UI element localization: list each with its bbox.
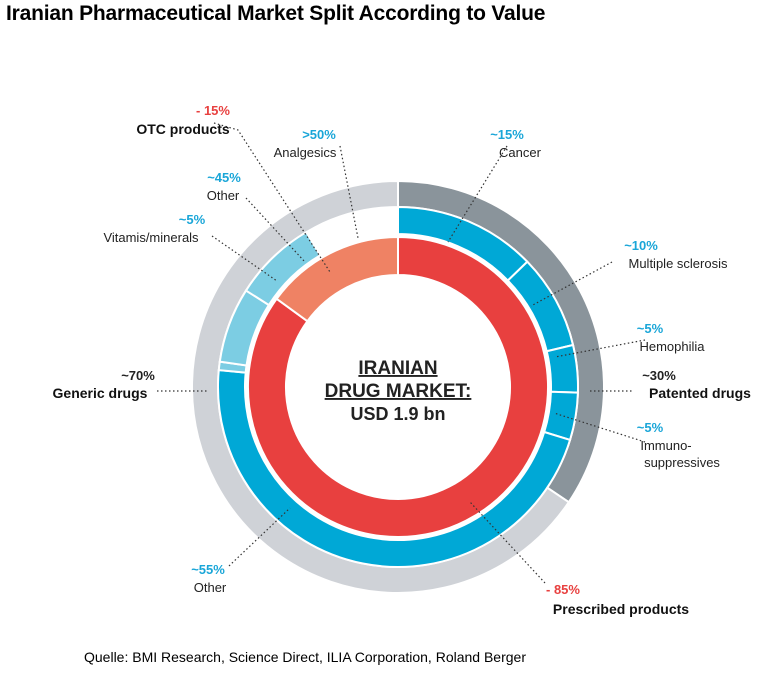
otc-pct-label: - 15% xyxy=(196,103,230,118)
immuno-name-label: Immuno- xyxy=(640,438,691,453)
leader-line-0 xyxy=(213,122,331,273)
ms-pct-label: ~10% xyxy=(624,238,658,253)
middle-slice-7 xyxy=(244,230,322,307)
inner-slice-prescribed xyxy=(247,235,549,538)
generic-pct-label: ~70% xyxy=(121,368,155,383)
analgesics-pct-label: >50% xyxy=(302,127,336,142)
leader-lines xyxy=(157,122,646,584)
leader-line-6 xyxy=(554,339,646,358)
immuno-name-label-2: suppressives xyxy=(644,455,720,470)
center-line-2: DRUG MARKET: xyxy=(325,381,472,402)
generic-name-label: Generic drugs xyxy=(53,385,148,401)
center-line-1: IRANIAN xyxy=(358,358,437,379)
vitamins-name-label: Vitamis/minerals xyxy=(103,230,199,245)
cancer-pct-label: ~15% xyxy=(490,127,524,142)
otc-other-name-label: Other xyxy=(207,188,240,203)
prescribed-name-label: Prescribed products xyxy=(553,601,689,617)
center-line-3: USD 1.9 bn xyxy=(350,404,445,424)
rx-other-pct-label: ~55% xyxy=(191,562,225,577)
inner-ring xyxy=(247,235,549,538)
leader-line-4 xyxy=(211,235,278,282)
prescribed-pct-label: - 85% xyxy=(546,582,580,597)
otc-other-pct-label: ~45% xyxy=(207,170,241,185)
patented-name-label: Patented drugs xyxy=(649,385,751,401)
immuno-pct-label: ~5% xyxy=(637,420,664,435)
middle-slice-2 xyxy=(545,343,579,394)
middle-ring xyxy=(217,205,579,568)
source-note: Quelle: BMI Research, Science Direct, IL… xyxy=(84,649,526,665)
inner-slice-otc xyxy=(275,235,399,323)
vitamins-pct-label: ~5% xyxy=(179,212,206,227)
leader-line-3 xyxy=(245,197,306,263)
center-label: IRANIAN DRUG MARKET: USD 1.9 bn xyxy=(325,358,472,424)
hemophilia-name-label: Hemophilia xyxy=(639,339,705,354)
analgesics-name-label: Analgesics xyxy=(274,145,337,160)
ms-name-label: Multiple sclerosis xyxy=(629,256,728,271)
patented-pct-label: ~30% xyxy=(642,368,676,383)
leader-line-1 xyxy=(447,145,508,243)
leader-line-5 xyxy=(530,261,613,307)
cancer-name-label: Cancer xyxy=(499,145,542,160)
rx-other-name-label: Other xyxy=(194,580,227,595)
hemophilia-pct-label: ~5% xyxy=(637,321,664,336)
page-title: Iranian Pharmaceutical Market Split Acco… xyxy=(6,2,546,25)
otc-name-label: OTC products xyxy=(136,121,230,137)
